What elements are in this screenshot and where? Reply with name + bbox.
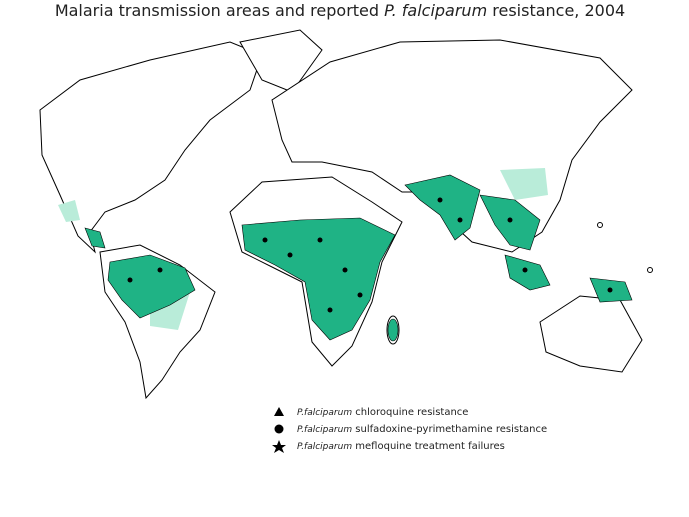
- marker: [342, 267, 348, 273]
- legend-text: mefloquine treatment failures: [355, 441, 505, 452]
- legend-star: [272, 440, 286, 453]
- legend-text: chloroquine resistance: [355, 407, 468, 418]
- eurasia: [271, 39, 633, 253]
- marker: [597, 222, 603, 228]
- legend-triangle: [274, 407, 284, 416]
- legend-species: P.falciparum: [297, 408, 352, 418]
- legend: P.falciparum chloroquine resistance P.fa…: [272, 407, 547, 453]
- continents: [39, 29, 643, 400]
- risk-area-south-asia: [404, 174, 481, 241]
- marker: [287, 252, 293, 258]
- title-text: Malaria transmission areas and reported: [55, 1, 379, 20]
- map-title: Malaria transmission areas and reported …: [55, 1, 625, 20]
- risk-area-africa: [241, 217, 396, 341]
- marker: [262, 237, 268, 243]
- legend-species: P.falciparum: [297, 442, 352, 452]
- legend-entry: P.falciparum sulfadoxine-pyrimethamine r…: [297, 424, 547, 435]
- marker: [437, 197, 443, 203]
- legend-entry: P.falciparum chloroquine resistance: [297, 407, 468, 418]
- legend-circle: [274, 424, 284, 434]
- marker: [507, 217, 513, 223]
- marker: [522, 267, 528, 273]
- marker: [607, 287, 613, 293]
- north-america: [39, 41, 263, 254]
- resistance-markers: [127, 197, 653, 313]
- marker: [647, 267, 653, 273]
- title-text: resistance, 2004: [492, 1, 625, 20]
- title-species: P. falciparum: [384, 1, 487, 20]
- risk-area-americas: [107, 254, 196, 319]
- marker: [357, 292, 363, 298]
- low-risk-area: [58, 200, 80, 222]
- legend-species: P.falciparum: [297, 425, 352, 435]
- legend-entry: P.falciparum mefloquine treatment failur…: [297, 441, 505, 452]
- legend-text: sulfadoxine-pyrimethamine resistance: [355, 424, 547, 435]
- risk-area-central-america: [84, 227, 106, 249]
- greenland: [239, 29, 323, 93]
- risk-area-madagascar: [387, 318, 399, 342]
- low-risk-area: [500, 168, 548, 200]
- australia: [539, 295, 643, 373]
- marker: [317, 237, 323, 243]
- marker: [157, 267, 163, 273]
- marker: [127, 277, 133, 283]
- marker: [457, 217, 463, 223]
- marker: [327, 307, 333, 313]
- risk-area-indonesia: [504, 254, 551, 291]
